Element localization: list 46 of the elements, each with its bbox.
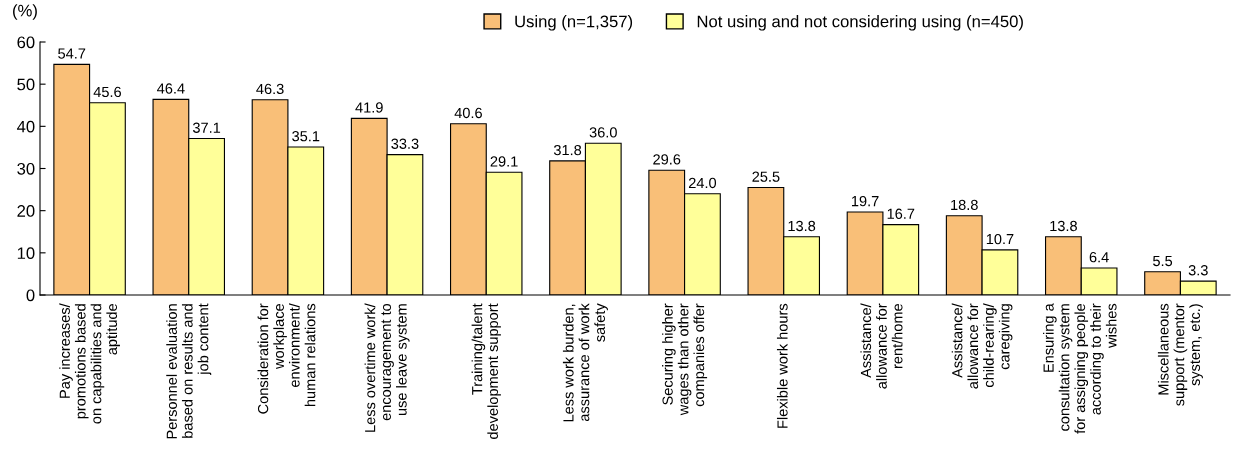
y-tick-label: 20 (17, 205, 35, 217)
x-tick-label: Ensuring a consultation system for assigning people according to their wishes (1043, 303, 1117, 434)
data-label: 45.6 (93, 86, 121, 98)
data-label: 24.0 (688, 177, 717, 189)
data-label: 29.1 (490, 156, 518, 167)
x-tick-label: Securing higher wages than other companies offer (662, 303, 708, 416)
data-label: 46.4 (157, 83, 185, 94)
data-label: 18.8 (951, 199, 978, 211)
x-tick-label: Flexible work hours (776, 303, 788, 428)
x-tick-label: Less work burden, assurance of work safety (562, 303, 608, 422)
x-tick-label: Assistance/ allowance for child-rearing/ caregiving (951, 303, 1013, 389)
data-label: 6.4 (1089, 252, 1109, 263)
data-label: 36.0 (589, 127, 617, 138)
y-tick-label: 30 (17, 162, 35, 175)
data-label: 19.7 (851, 195, 879, 207)
data-label: 33.3 (391, 138, 419, 149)
y-axis-title: (%) (13, 4, 37, 20)
data-label: 29.6 (653, 154, 681, 165)
data-label: 41.9 (355, 102, 383, 113)
y-tick-label: 50 (17, 78, 35, 91)
y-tick-label: 10 (17, 247, 35, 260)
data-label: 46.3 (256, 83, 284, 95)
data-label: 10.7 (986, 233, 1014, 245)
y-tick-label: 40 (16, 120, 35, 133)
legend-label: Using (n=1,357) (515, 15, 633, 31)
data-label: 40.6 (454, 107, 482, 119)
data-label: 5.5 (1153, 255, 1173, 267)
y-tick-label: 60 (17, 36, 35, 49)
x-tick-label: Miscellaneous support (mentor system, etc.) (1157, 303, 1203, 406)
data-label: 13.8 (788, 220, 816, 232)
y-tick-label: 0 (26, 289, 35, 302)
x-tick-label: Training/talent development support (471, 303, 501, 439)
x-tick-label: Less overtime work/ encouragement to use leave system (364, 303, 410, 432)
legend-label: Not using and not considering using (n=450) (697, 15, 1023, 31)
x-tick-label: Personnel evaluation based on results and job content (166, 303, 212, 439)
x-tick-label: Assistance/ allowance for rent/home (860, 303, 903, 389)
data-label: 35.1 (292, 131, 320, 142)
data-label: 13.8 (1050, 220, 1077, 232)
data-label: 37.1 (192, 122, 221, 133)
x-tick-label: Pay increases/ promotions based on capabilities and aptitude (59, 303, 120, 424)
data-label: 16.7 (887, 208, 915, 219)
data-label: 54.7 (58, 48, 86, 59)
data-label: 25.5 (752, 171, 780, 182)
data-label: 31.8 (553, 144, 582, 156)
data-label: 3.3 (1188, 265, 1208, 276)
x-tick-label: Consideration for workplace environment/ human relations (257, 303, 316, 414)
